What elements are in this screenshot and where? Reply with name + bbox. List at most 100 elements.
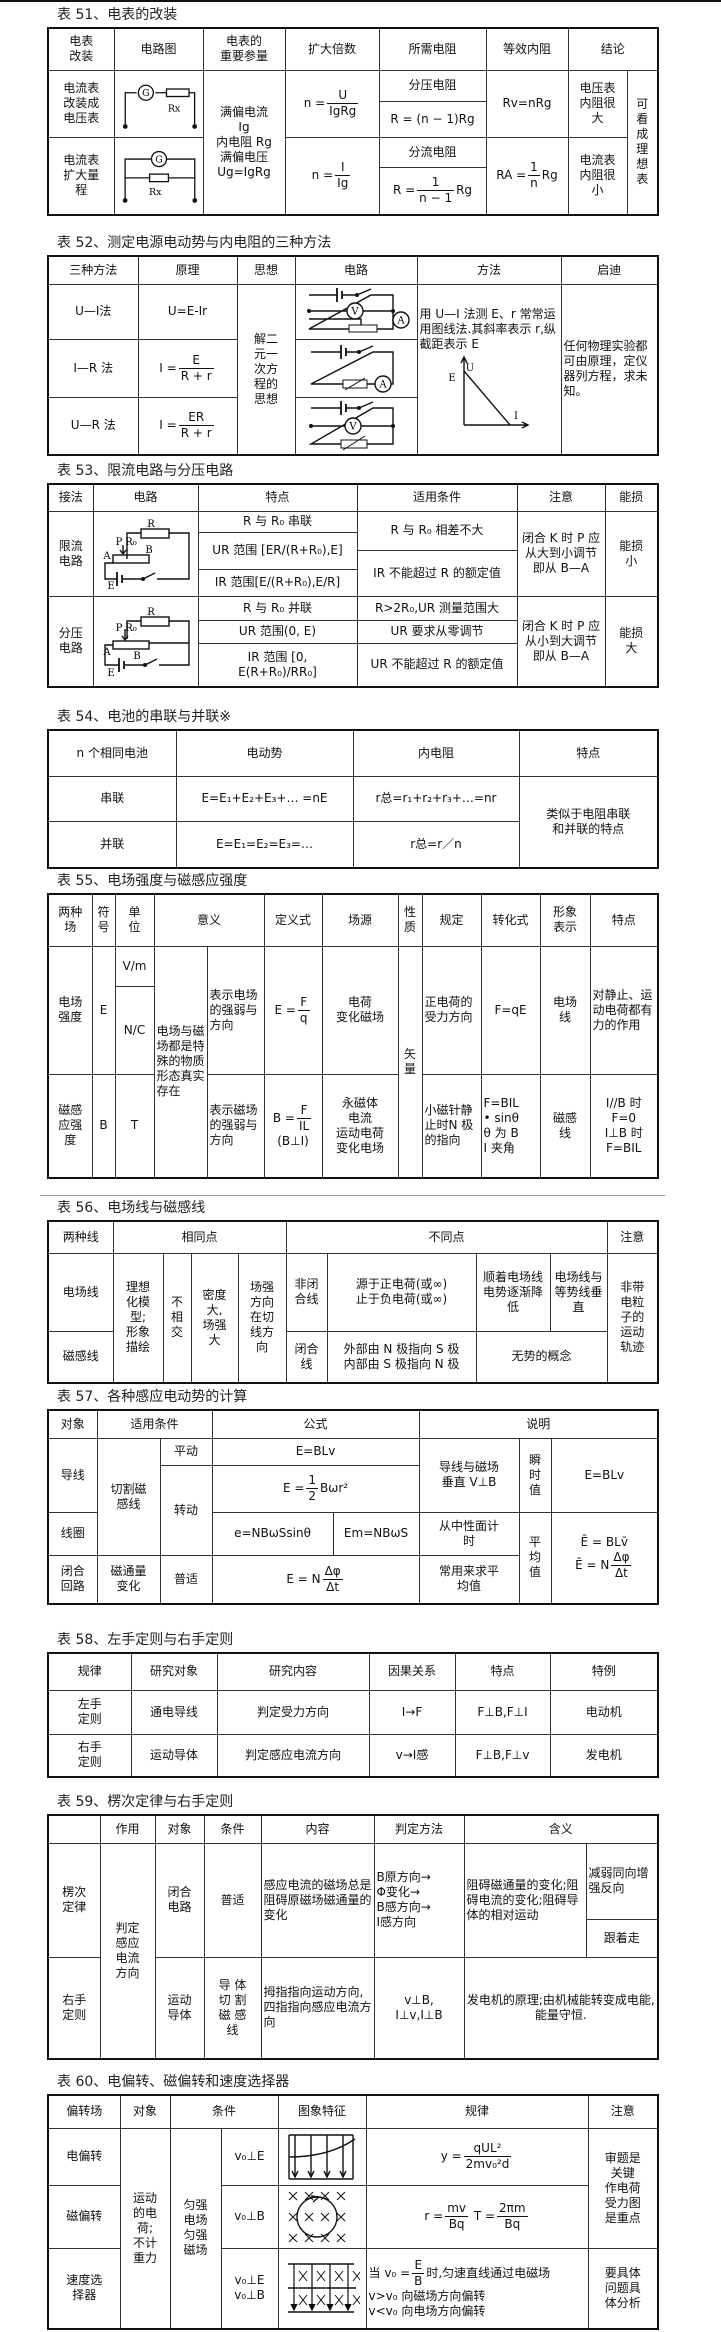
- table-53: 接法 电路 特点 适用条件 注意 能损 限流 电路 R P R₀ A B E R 与 R₀ 串联 R 与 R…: [47, 483, 659, 688]
- cell-text: E=E₁+E₂+E₃+… =nE: [201, 791, 328, 805]
- header-cell: 电路图: [113, 27, 204, 71]
- cell-text: 普适: [220, 1892, 245, 1907]
- cell-text: 不同点: [428, 1229, 465, 1244]
- table-cell: 判定感应电流方向: [216, 1733, 370, 1778]
- table-cell: 非闭 合线: [285, 1252, 328, 1332]
- header-cell: 研究内容: [216, 1652, 370, 1691]
- table-cell: R 与 R₀ 并联: [197, 595, 358, 621]
- numerator: F: [297, 995, 310, 1011]
- top-rule: [0, 0, 721, 2]
- table-cell: 理想 化模 型; 形象 描绘: [112, 1252, 164, 1384]
- table-cell: R = (n − 1)Rg: [378, 100, 487, 138]
- cell-text: 判定受力方向: [256, 1704, 329, 1719]
- cell-text: 普适: [174, 1571, 199, 1586]
- formula: R = 1 n − 1 Rg: [393, 175, 472, 205]
- diagram-label: Rx: [167, 103, 180, 114]
- table-cell: B原方向→ Φ变化→ B感方向→ I感方向: [373, 1842, 465, 1958]
- table-row: 电场 强度 E V/m 电场与磁场都是特殊的物质形态真实存在 表示电场的强弱与方向 E =…: [47, 945, 659, 1179]
- table-cell: 可 看 成 理 想 表: [626, 69, 659, 216]
- cell-text: B原方向→ Φ变化→ B感方向→ I感方向: [376, 1870, 431, 1929]
- table-cell: F⊥B,F⊥I: [454, 1689, 551, 1735]
- table-cell: B: [91, 1073, 116, 1179]
- table-cell: 密度 大, 场强 大: [190, 1252, 239, 1384]
- formula-text: T =: [470, 2209, 496, 2223]
- header-cell: 规律: [47, 1652, 132, 1691]
- header-row: 偏转场 对象 条件 图象特征 规律 注意: [47, 2094, 659, 2129]
- cell-text: 电动势: [246, 745, 283, 760]
- table-cell: r = mv Bq T = 2πm Bq: [365, 2184, 589, 2249]
- cell-text: 从中性面计 时: [439, 1518, 500, 1548]
- cell-text: 可 看 成 理 想 表: [636, 97, 649, 187]
- fraction: Δφ Δt: [322, 1564, 343, 1595]
- denominator: R + r: [180, 368, 212, 383]
- cell-text: 内电阻: [417, 745, 454, 760]
- cell-text: 特点: [265, 490, 290, 505]
- cell-text: IR 不能超过 R 的额定值: [373, 565, 501, 580]
- table-cell: 闭合 K 时 P 应从大到小调节即从 B—A: [516, 510, 606, 597]
- cell-text: E=BLv: [584, 1467, 625, 1482]
- table-cell: 不 相 交: [162, 1252, 192, 1384]
- fraction: qUL² 2mv₀²d: [463, 2141, 512, 2172]
- table-cell: 拇指指向运动方向,四指指向感应电流方向: [260, 1956, 375, 2060]
- formula-text: E =: [274, 1002, 296, 1017]
- formula: r = mv Bq T = 2πm Bq: [424, 2201, 529, 2231]
- diagram-label: A: [396, 315, 405, 326]
- header-cell: [47, 1814, 101, 1844]
- header-cell: 形象 表示: [539, 893, 591, 947]
- cell-text: R>2R₀,UR 测量范围大: [375, 600, 499, 615]
- header-cell: 三种方法: [47, 255, 139, 285]
- cell-text: 右手 定则: [62, 1992, 87, 2022]
- header-cell: 图象特征: [277, 2094, 367, 2129]
- header-cell: 特点: [197, 483, 358, 512]
- cell-text: 图象特征: [298, 2104, 347, 2119]
- header-cell: 研究对象: [130, 1652, 218, 1691]
- cell-text: F=qE: [494, 1002, 527, 1017]
- table-cell: UR 要求从零调节: [356, 619, 518, 644]
- cell-text: 平 均 值: [529, 1535, 542, 1580]
- table-row: UR 范围 [ER/(R+R₀),E]: [48, 531, 658, 570]
- table-cell: [277, 2247, 367, 2330]
- cell-text: 不 相 交: [170, 1295, 183, 1340]
- table-56: 两种线 相同点 不同点 注意 电场线 理想 化模 型; 形象 描绘 不 相 交 密度 大, 场…: [47, 1220, 660, 1384]
- table-cell: n = I Ig: [284, 136, 380, 216]
- cell-text: 电路: [133, 490, 158, 505]
- header-cell: 公式: [211, 1409, 420, 1439]
- cell-text: 感应电流的磁场总是阻碍原磁场磁通量的变化: [263, 1877, 372, 1922]
- header-cell: 适用条件: [356, 483, 518, 512]
- cell-text: 规律: [465, 2104, 490, 2119]
- cell-text: 运动 的电 荷; 不计 重力: [132, 2190, 157, 2265]
- table-54: n 个相同电池 电动势 内电阻 特点 串联 E=E₁+E₂+E₃+… =nE r总=r₁+r…: [47, 729, 659, 869]
- fraction: F IL: [296, 1103, 312, 1134]
- table-cell: 审题是 关键 作电荷 受力图 是重点: [587, 2127, 659, 2249]
- cell-text: 公式: [303, 1416, 328, 1431]
- table-cell: E=E₁+E₂+E₃+… =nE: [175, 775, 354, 822]
- cell-text: 审题是 关键 作电荷 受力图 是重点: [604, 2150, 641, 2225]
- cell-text: 串联: [100, 791, 125, 805]
- formula: I = E R + r: [159, 353, 215, 383]
- cell-text: IR 范围 [0, E(R+R₀)/RR₀]: [238, 649, 317, 679]
- formula: Ē = BLv̄ Ē = N Δφ Δt: [575, 1535, 633, 1580]
- table-60: 偏转场 对象 条件 图象特征 规律 注意 电偏转 运动 的电 荷; 不计 重力 匀强 电场 匀强…: [47, 2094, 660, 2330]
- cell-text: 适用条件: [130, 1416, 179, 1431]
- header-cell: 场源: [321, 893, 399, 947]
- denominator: 2mv₀²d: [465, 2157, 510, 2171]
- cell-text: 启迪: [597, 262, 622, 277]
- cell-text: 特点: [576, 745, 601, 760]
- header-cell: 两种线: [47, 1220, 114, 1254]
- cell-text: 顺着电场线电势逐渐降低: [483, 1269, 544, 1314]
- formula-text: E = N: [286, 1571, 321, 1586]
- header-row: 两种 场 符 号 单 位 意义 定义式 场源 性 质 规定 转化式 形象 表示 特点: [47, 893, 659, 947]
- header-cell: 单 位: [114, 893, 155, 947]
- table-row: 线圈 e=NBωSsinθ Em=NBωS 从中性面计 时平 均 值 Ē = BLv̄ …: [47, 1511, 659, 1605]
- formula-text: y =: [440, 2149, 462, 2163]
- denominator: Ig: [337, 176, 349, 191]
- fraction: Δφ Δt: [611, 1550, 632, 1581]
- cell-text: B: [99, 1118, 108, 1133]
- formula: RA = 1 n Rg: [496, 160, 558, 190]
- table-cell: 表示电场的强弱与方向: [206, 945, 265, 1075]
- cell-text: 能损: [619, 490, 644, 505]
- header-cell: 特例: [549, 1652, 659, 1691]
- cell-text: 限流 电路: [58, 538, 83, 568]
